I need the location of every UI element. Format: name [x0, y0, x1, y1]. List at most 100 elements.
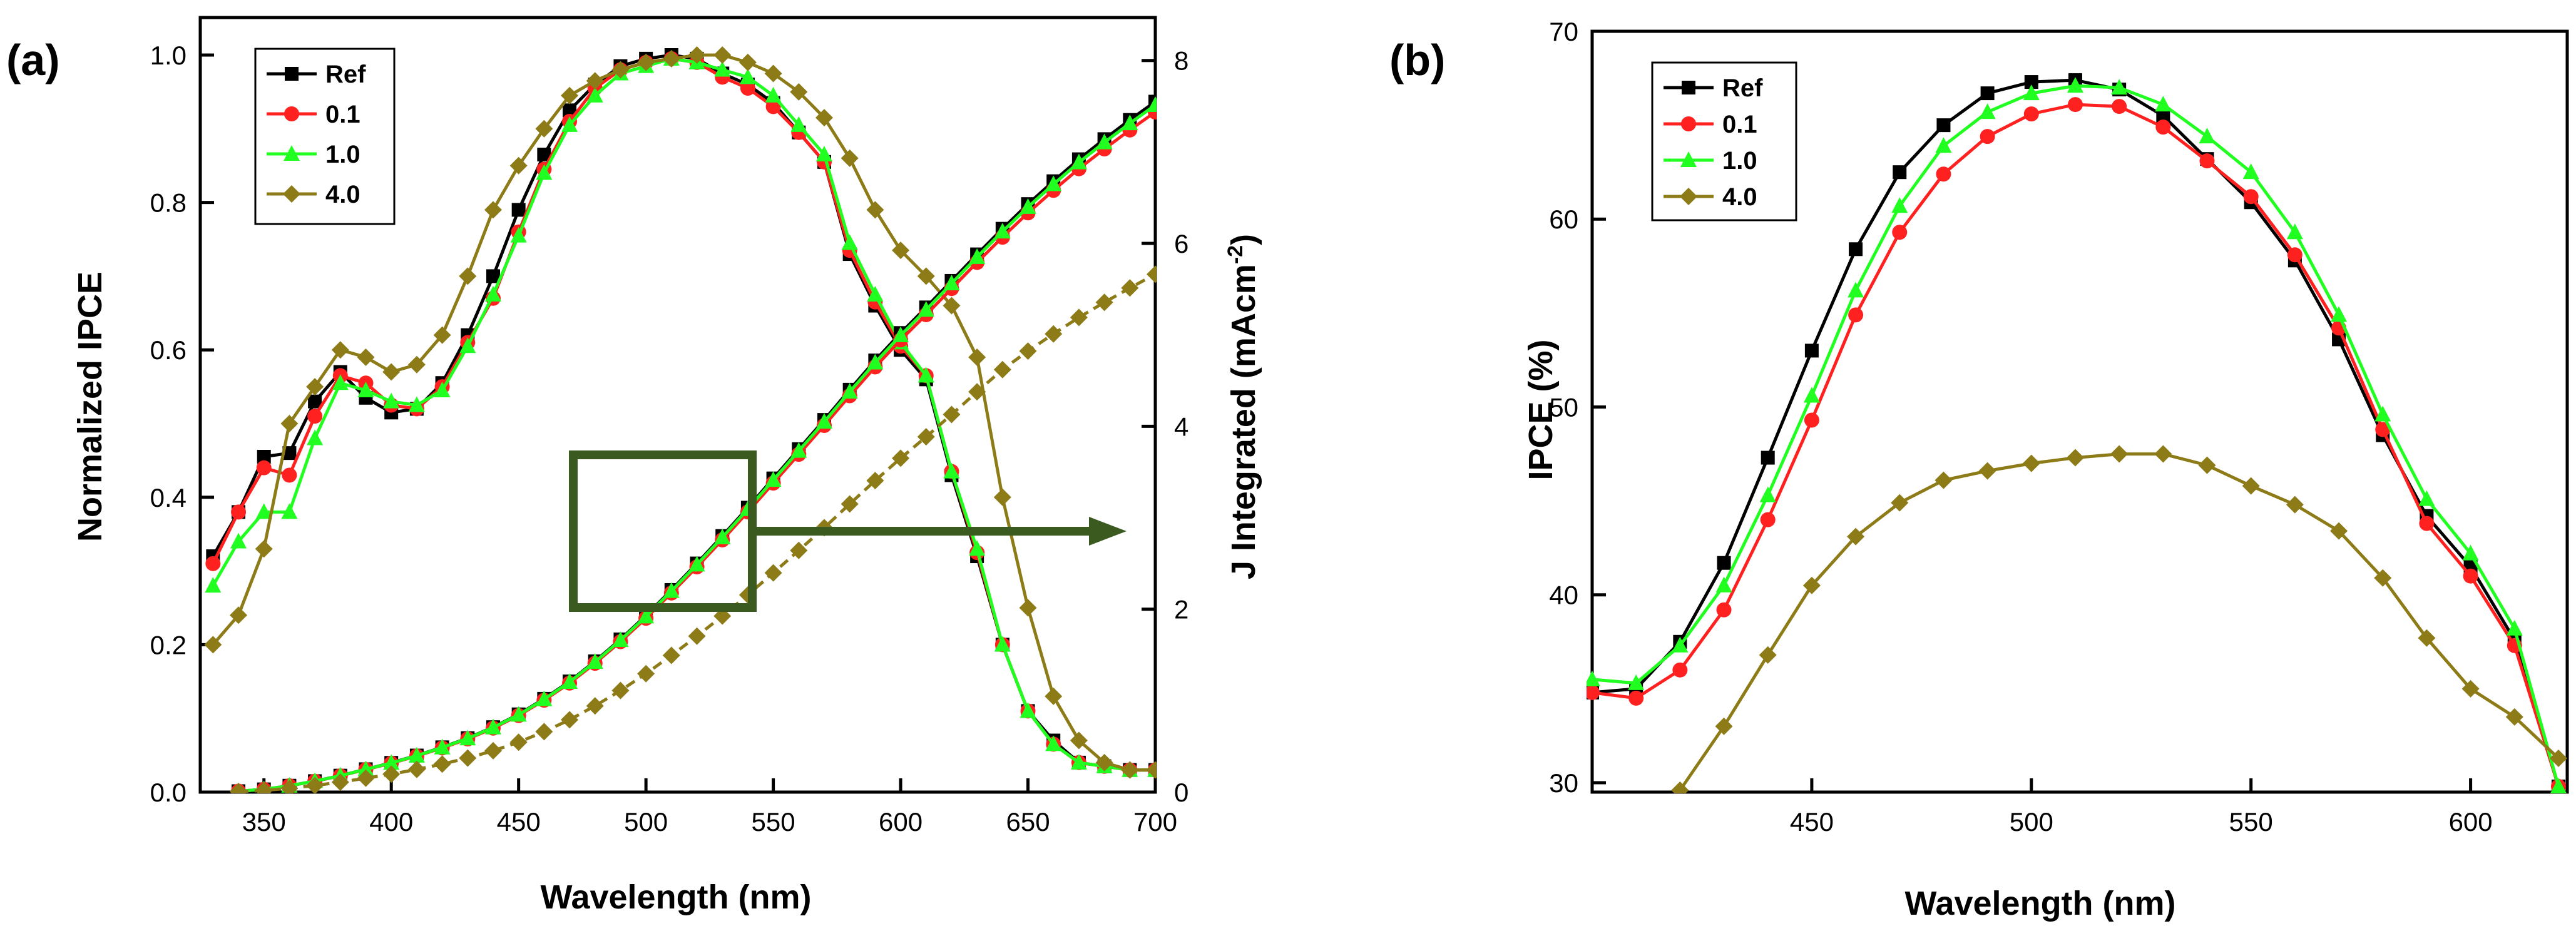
ipce-b-Ref-point — [2024, 75, 2038, 89]
ipce-0.1-point — [282, 467, 297, 483]
jint-4.0-point — [1070, 308, 1088, 327]
y-tick-label: 30 — [1549, 768, 1578, 798]
ipce-4.0-point — [917, 267, 935, 285]
jint-4.0-point — [1095, 293, 1113, 312]
ipce-4.0-point — [433, 326, 451, 344]
jint-4.0-point — [917, 428, 935, 446]
jint-4.0-point — [484, 741, 502, 760]
ipce-4.0-point — [1147, 761, 1157, 779]
ipce-b-0.1-point — [1628, 690, 1644, 706]
ipce-0.1-point — [307, 409, 323, 424]
y2-tick-label: 2 — [1174, 595, 1188, 624]
ipce-0.1-point — [231, 504, 247, 520]
jint-1.0-point — [1045, 175, 1062, 191]
ipce-4.0-point — [815, 109, 833, 127]
jint-1.0-point — [459, 730, 476, 746]
ipce-b-1.0-point — [1672, 636, 1689, 653]
jint-1.0-point — [969, 248, 986, 264]
ipce-Ref-point — [282, 446, 297, 460]
ipce-4.0-point — [230, 606, 248, 624]
ipce-b-1.0-point — [1935, 137, 1952, 153]
ipce-1.0-point — [867, 285, 884, 302]
ipce-Ref-point — [486, 269, 500, 283]
ipce-1.0-point — [739, 68, 756, 84]
ipce-b-1.0-point — [2286, 223, 2303, 240]
ipce-b-4.0-point — [1891, 494, 1909, 512]
jint-4.0-point — [586, 697, 604, 715]
x-tick-label: 500 — [624, 807, 668, 837]
ipce-4.0-point — [1070, 731, 1088, 750]
ipce-b-1.0-point — [1587, 670, 1600, 686]
jint-4.0-point — [230, 783, 248, 793]
jint-4.0-point — [993, 360, 1011, 379]
ipce-b-4.0-point — [1935, 471, 1953, 489]
ipce-4.0-point — [459, 267, 477, 285]
ipce-b-0.1-point — [1760, 512, 1776, 527]
ipce-b-0.1-point — [2463, 568, 2478, 584]
ipce-4.0-point — [1095, 753, 1113, 771]
ipce-b-0.1-point — [2155, 120, 2171, 135]
legend-swatch-marker — [284, 106, 299, 121]
ipce-b-0.1-point — [2375, 422, 2391, 437]
ipce-b-0.1-point — [2023, 106, 2039, 122]
ipce-4.0-point — [688, 46, 706, 64]
jint-4.0-point — [968, 383, 986, 401]
y-tick-label: 40 — [1549, 581, 1578, 610]
ipce-1.0-point — [561, 116, 578, 132]
ipce-b-0.1-point — [1716, 602, 1732, 618]
ipce-b-Ref-point — [1761, 450, 1775, 465]
panel-b-tick-labels: 450 500 550 600 30 40 50 60 70 — [1549, 17, 2492, 837]
ipce-4.0-point — [306, 378, 324, 396]
panel-b-label: (b) — [1389, 36, 1445, 84]
ipce-b-1.0-point — [2418, 490, 2435, 506]
ipce-1.0-point — [408, 396, 425, 412]
ipce-1.0-point — [205, 577, 222, 593]
ipce-b-1.0-point — [2155, 96, 2172, 112]
jint-4.0-point — [357, 769, 375, 787]
panel-b: (b) 450 500 550 600 30 40 50 60 70 Wavelength (n… — [1389, 17, 2569, 922]
jint-1.0-point — [408, 746, 425, 763]
ipce-b-0.1-point — [2199, 153, 2215, 169]
ipce-b-4.0-point — [1759, 646, 1777, 664]
ipce-b-1.0-point — [1803, 387, 1820, 403]
legend-label: Ref — [1722, 74, 1763, 102]
x-tick-label: 600 — [2449, 807, 2493, 837]
ipce-1.0-point — [536, 164, 553, 180]
ipce-b-1.0-point — [2199, 128, 2216, 144]
ipce-0.1-point — [740, 81, 755, 96]
ipce-4.0-point — [993, 488, 1011, 506]
ipce-b-Ref-point — [1717, 556, 1731, 570]
ipce-1.0-point — [230, 532, 247, 549]
legend-label: 1.0 — [325, 141, 360, 168]
jint-1.0-point — [943, 275, 960, 291]
jint-1.0-point — [765, 471, 782, 487]
jint-4.0-point — [459, 749, 477, 767]
ipce-1.0-point — [484, 285, 501, 302]
ipce-b-4.0-point — [2330, 522, 2348, 540]
ipce-b-0.1-point — [1804, 412, 1819, 428]
ipce-b-1.0-point — [1759, 486, 1776, 502]
jint-1.0-point — [1096, 133, 1113, 150]
ipce-b-4.0-point — [2505, 708, 2523, 726]
ipce-b-1.0-point — [1628, 674, 1645, 690]
ipce-1.0-point — [969, 540, 986, 556]
ipce-b-4.0-point — [2066, 449, 2084, 467]
ipce-4.0-point — [713, 46, 732, 64]
ipce-b-0.1-point — [1936, 166, 1951, 182]
x-tick-label: 700 — [1133, 807, 1177, 837]
jint-4.0-point — [764, 564, 782, 582]
jint-1.0-point — [994, 223, 1011, 239]
ipce-1.0-point — [917, 367, 934, 383]
jint-4.0-point — [611, 681, 630, 699]
ipce-1.0-point — [841, 234, 858, 250]
plot-frame — [198, 16, 1157, 794]
ipce-4.0-point — [739, 53, 757, 71]
panel-a-legend: Ref 0.1 1.0 4.0 — [254, 48, 396, 225]
y-tick-label: 0.8 — [150, 188, 187, 218]
panel-a-y-axis-label: Normalized IPCE — [71, 272, 109, 542]
panel-a-tick-labels: 350 400 450 500 550 600 650 700 0.0 0.2 0.4 0.6 0.8 1… — [150, 41, 1189, 837]
legend-swatch-marker — [1681, 116, 1696, 131]
ipce-b-1.0-point — [1979, 103, 1996, 120]
ipce-b-1.0-point — [2023, 84, 2040, 101]
